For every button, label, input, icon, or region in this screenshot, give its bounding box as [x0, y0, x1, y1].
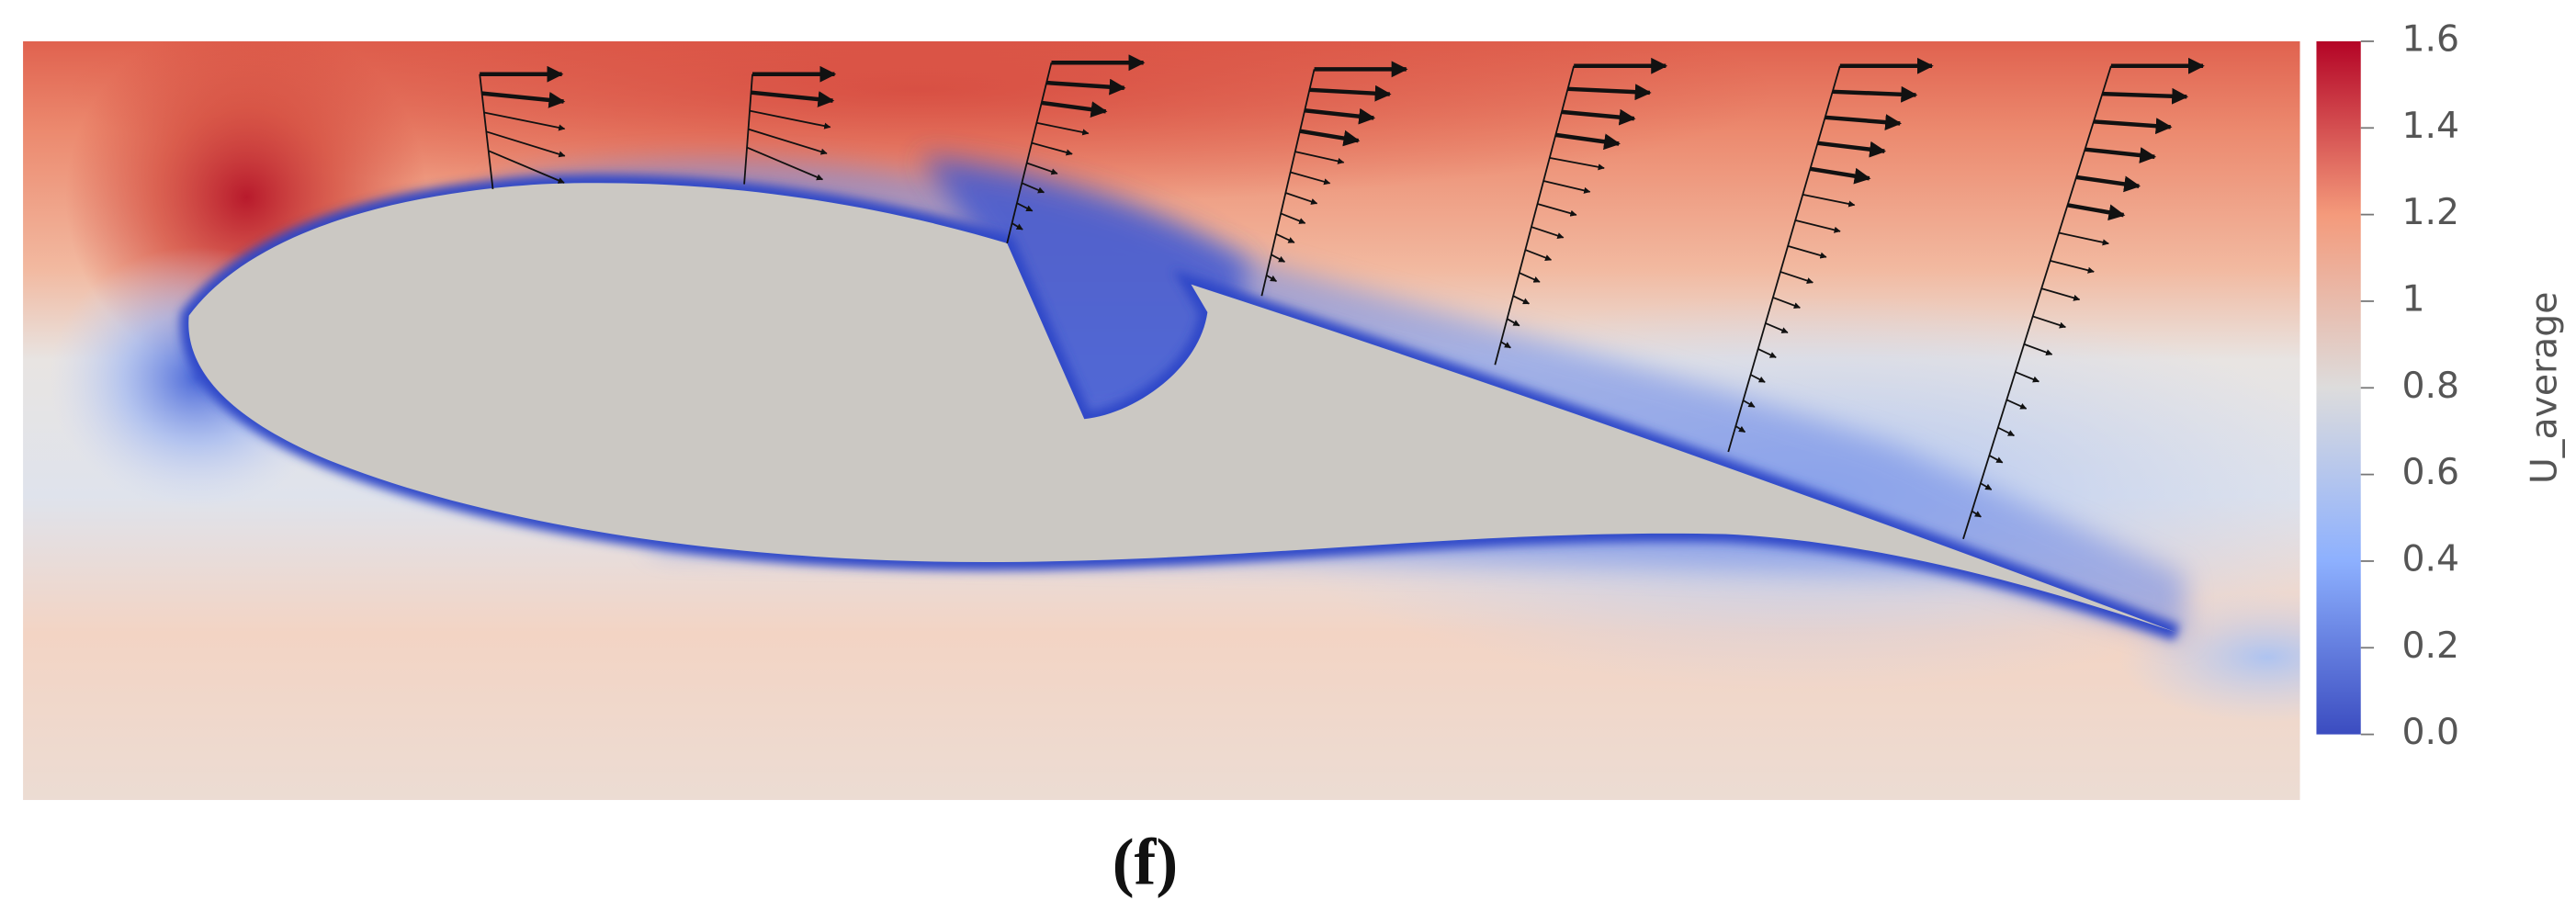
- velocity-arrow: [1531, 226, 1565, 240]
- velocity-arrow: [746, 146, 824, 181]
- velocity-arrow: [1525, 249, 1553, 261]
- velocity-arrow: [1309, 84, 1392, 102]
- velocity-arrow: [1555, 132, 1621, 151]
- velocity-arrow: [2023, 343, 2053, 356]
- velocity-arrow: [2093, 118, 2173, 135]
- velocity-arrow: [1021, 182, 1045, 194]
- profile-line: [1260, 69, 1316, 297]
- velocity-arrow: [1787, 245, 1827, 259]
- velocity-arrow: [1275, 233, 1295, 243]
- velocity-arrow: [2067, 203, 2126, 221]
- velocity-arrow: [2085, 147, 2157, 163]
- velocity-arrow: [2040, 287, 2081, 301]
- velocity-arrow: [1285, 192, 1318, 205]
- profile-line: [1962, 65, 2112, 540]
- airfoil: [188, 183, 2177, 633]
- profile-line: [1727, 65, 1841, 453]
- velocity-arrow: [749, 109, 831, 129]
- velocity-arrow: [1045, 78, 1126, 96]
- velocity-arrow: [1567, 84, 1652, 101]
- velocity-arrow: [1997, 426, 2016, 437]
- colorbar-tick-label: 1: [2401, 277, 2424, 320]
- velocity-arrow: [1734, 425, 1746, 433]
- velocity-arrow: [1537, 203, 1577, 217]
- velocity-arrow: [1817, 141, 1887, 158]
- velocity-arrow: [1266, 274, 1278, 283]
- velocity-arrow: [1832, 85, 1918, 103]
- colorbar-tick-label: 0.0: [2401, 711, 2459, 753]
- velocity-arrow: [1757, 348, 1777, 358]
- velocity-arrow: [1549, 157, 1605, 171]
- velocity-arrow: [1507, 318, 1520, 327]
- colorbar-tick-label: 0.8: [2401, 365, 2459, 407]
- velocity-arrow: [1542, 180, 1591, 194]
- velocity-arrow: [483, 111, 566, 131]
- velocity-arrow: [2058, 231, 2109, 246]
- colorbar: [2316, 40, 2361, 735]
- velocity-arrow: [488, 150, 565, 184]
- velocity-arrow: [1772, 297, 1801, 310]
- velocity-arrow: [1743, 400, 1756, 408]
- flow-field: [23, 40, 2300, 801]
- velocity-arrow: [1765, 322, 1789, 333]
- velocity-arrow: [751, 90, 835, 107]
- velocity-arrow: [1299, 129, 1361, 147]
- velocity-arrow: [1825, 114, 1903, 130]
- colorbar-tick-label: 0.2: [2401, 625, 2459, 667]
- velocity-arrow: [1561, 108, 1636, 126]
- velocity-arrow: [1026, 162, 1058, 175]
- velocity-arrow: [2050, 259, 2095, 274]
- velocity-arrow: [1971, 510, 1982, 518]
- velocity-arrow: [1802, 193, 1856, 208]
- colorbar-tick-label: 1.6: [2401, 17, 2459, 60]
- velocity-arrow: [1779, 271, 1813, 284]
- velocity-arrow: [1750, 374, 1766, 383]
- caption: (f): [1113, 826, 1178, 898]
- colorbar-tick-label: 1.4: [2401, 105, 2459, 147]
- velocity-arrow: [1036, 121, 1090, 136]
- velocity-arrow: [1795, 220, 1841, 233]
- velocity-arrow: [1290, 171, 1331, 186]
- velocity-arrow: [1988, 455, 2004, 464]
- profile-line: [1494, 65, 1576, 366]
- velocity-arrow: [1810, 166, 1871, 185]
- velocity-arrow: [1500, 341, 1511, 349]
- velocity-arrow: [1271, 253, 1286, 263]
- velocity-arrow: [1011, 222, 1023, 231]
- velocity-arrow: [1016, 202, 1034, 212]
- velocity-arrow: [2005, 399, 2028, 410]
- velocity-arrow: [1031, 141, 1073, 156]
- profile-line: [1006, 62, 1053, 244]
- colorbar-tick-label: 1.2: [2401, 191, 2459, 233]
- velocity-arrow: [1519, 272, 1541, 283]
- velocity-arrow: [1294, 151, 1345, 164]
- colorbar-tick-label: 0.4: [2401, 537, 2459, 580]
- velocity-arrow: [2032, 315, 2067, 329]
- velocity-arrow: [1512, 295, 1531, 305]
- colorbar-ticks: 0.0 0.2 0.4 0.6 0.8 1 1.2 1.4 1.6: [2360, 17, 2459, 753]
- velocity-arrow: [1304, 107, 1376, 125]
- velocity-arrow: [486, 130, 566, 158]
- velocity-profiles: [479, 54, 2205, 540]
- velocity-arrow: [2015, 371, 2040, 383]
- velocity-arrow: [2102, 87, 2189, 105]
- velocity-arrow: [1280, 212, 1306, 224]
- velocity-arrow: [481, 91, 566, 108]
- velocity-arrow: [748, 128, 828, 155]
- velocity-arrow: [1980, 482, 1993, 490]
- colorbar-label: U_average: [2524, 292, 2566, 484]
- velocity-arrow: [2075, 175, 2141, 193]
- colorbar-tick-label: 0.6: [2401, 451, 2459, 493]
- velocity-arrow: [1041, 100, 1108, 118]
